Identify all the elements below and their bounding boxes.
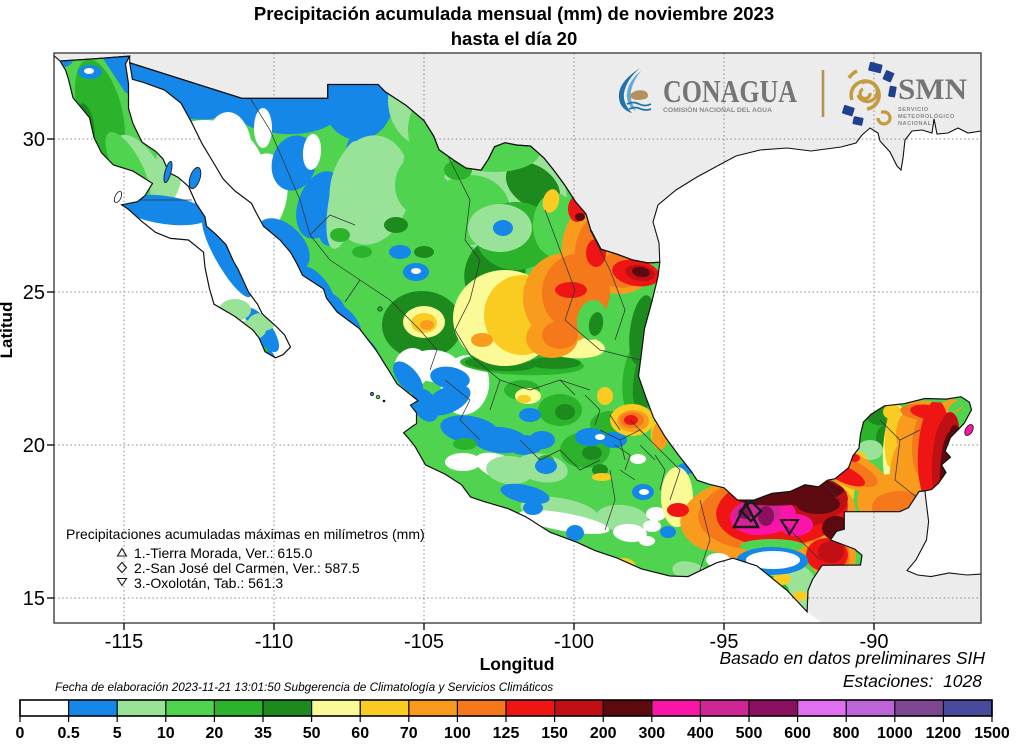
svg-text:2.-San José del Carmen, Ver.:: 2.-San José del Carmen, Ver.: 587.5 (134, 560, 360, 576)
svg-text:Basado en datos preliminares S: Basado en datos preliminares SIH (719, 648, 985, 668)
svg-text:SERVICIO: SERVICIO (898, 107, 929, 113)
svg-text:METEOROLÓGICO: METEOROLÓGICO (898, 112, 955, 120)
svg-text:800: 800 (833, 725, 860, 742)
svg-text:-90: -90 (860, 631, 889, 653)
svg-text:-115: -115 (105, 631, 144, 653)
svg-text:1000: 1000 (877, 725, 913, 742)
svg-text:Estaciones: 1028: Estaciones: 1028 (843, 671, 982, 691)
svg-text:1200: 1200 (926, 725, 962, 742)
svg-text:300: 300 (638, 725, 665, 742)
svg-text:10: 10 (157, 725, 175, 742)
svg-text:Fecha de elaboración 2023-11-2: Fecha de elaboración 2023-11-21 13:01:50… (55, 680, 553, 694)
svg-text:-100: -100 (554, 631, 594, 653)
svg-text:hasta el día 20: hasta el día 20 (451, 28, 577, 49)
svg-text:CONAGUA: CONAGUA (663, 73, 797, 109)
svg-text:Latitud: Latitud (0, 302, 16, 359)
svg-text:100: 100 (444, 725, 471, 742)
svg-text:Precipitación acumulada mensua: Precipitación acumulada mensual (mm) de … (254, 3, 774, 24)
svg-text:1.-Tierra Morada, Ver.: 615.0: 1.-Tierra Morada, Ver.: 615.0 (134, 545, 313, 561)
svg-text:30: 30 (23, 129, 45, 151)
svg-text:1500: 1500 (974, 725, 1010, 742)
svg-text:0.5: 0.5 (57, 725, 79, 742)
svg-text:35: 35 (254, 725, 272, 742)
svg-text:150: 150 (541, 725, 568, 742)
svg-text:20: 20 (23, 435, 45, 457)
svg-text:600: 600 (784, 725, 811, 742)
svg-text:70: 70 (400, 725, 418, 742)
svg-text:20: 20 (206, 725, 224, 742)
svg-text:500: 500 (736, 725, 763, 742)
svg-text:Precipitaciones acumuladas máx: Precipitaciones acumuladas máximas en mi… (66, 526, 425, 542)
svg-text:125: 125 (493, 725, 520, 742)
svg-text:25: 25 (23, 282, 45, 304)
svg-text:0: 0 (16, 725, 25, 742)
svg-text:-110: -110 (255, 631, 294, 653)
svg-text:5: 5 (113, 725, 122, 742)
svg-text:-95: -95 (710, 631, 739, 653)
svg-text:60: 60 (351, 725, 369, 742)
svg-text:NACIONAL: NACIONAL (898, 121, 932, 127)
svg-text:200: 200 (590, 725, 617, 742)
svg-text:15: 15 (23, 588, 45, 610)
svg-text:50: 50 (303, 725, 321, 742)
svg-text:-105: -105 (404, 631, 444, 653)
svg-text:400: 400 (687, 725, 714, 742)
svg-text:SMN: SMN (898, 73, 967, 106)
svg-text:Longitud: Longitud (480, 654, 555, 674)
svg-text:COMISIÓN NACIONAL DEL AGUA: COMISIÓN NACIONAL DEL AGUA (663, 106, 773, 114)
svg-text:3.-Oxolotán, Tab.: 561.3: 3.-Oxolotán, Tab.: 561.3 (134, 575, 283, 591)
